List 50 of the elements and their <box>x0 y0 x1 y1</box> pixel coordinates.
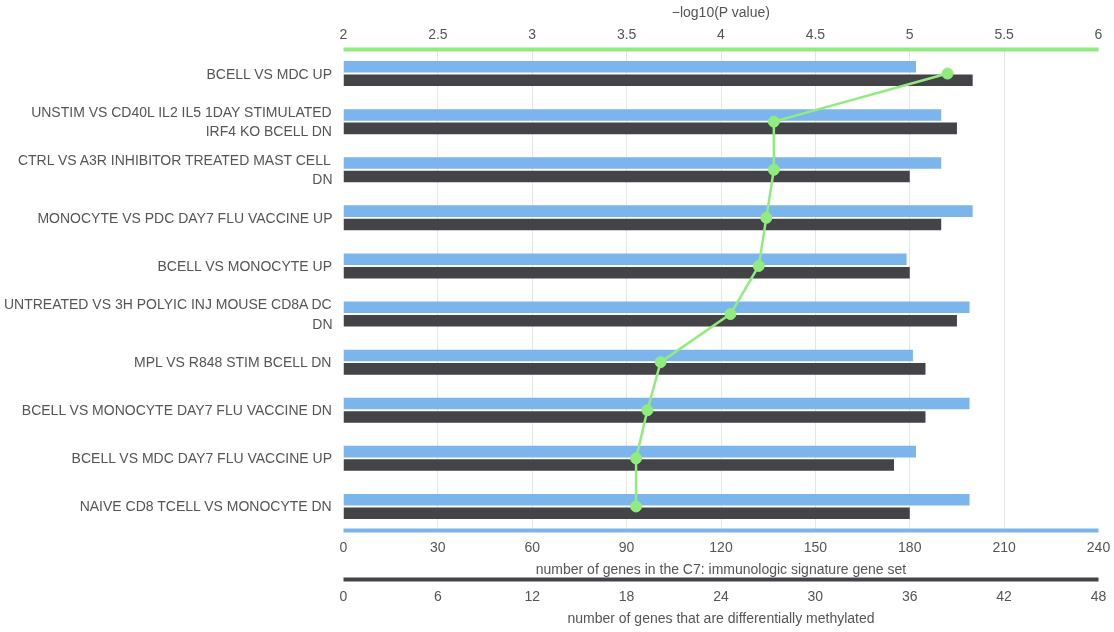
point <box>724 308 737 321</box>
x-tick-label: 48 <box>1090 587 1107 604</box>
x-axis-title: number of genes that are differentially methylated <box>567 609 875 626</box>
point <box>630 500 643 513</box>
y-tick-label: CTRL VS A3R INHIBITOR TREATED MAST CELL DN <box>17 152 333 188</box>
x-tick-label: 180 <box>898 538 922 555</box>
point <box>752 259 765 272</box>
x-axis-title: number of genes in the C7: immunologic signature gene set <box>535 560 907 577</box>
x2-axis-title: −log10(P value) <box>671 3 770 20</box>
y-tick-label: MONOCYTE VS PDC DAY7 FLU VACCINE UP <box>37 209 333 226</box>
x2-tick-label: 4 <box>717 25 726 42</box>
x-tick-label: 120 <box>709 538 733 555</box>
y-tick-label: UNTREATED VS 3H POLYIC INJ MOUSE CD8A DC DN <box>3 296 333 332</box>
x-tick-label: 30 <box>807 587 824 604</box>
x2-tick-label: 2.5 <box>428 25 448 42</box>
x-tick-label: 210 <box>992 538 1017 555</box>
x-tick-label: 60 <box>524 538 541 555</box>
point <box>767 163 780 176</box>
x-tick-label: 6 <box>433 587 442 604</box>
y-tick-label: BCELL VS MDC UP <box>206 65 332 82</box>
point <box>630 452 643 465</box>
x2-tick-label: 2 <box>339 25 348 42</box>
x-tick-label: 24 <box>713 587 729 604</box>
point <box>760 211 773 224</box>
x2-tick-label: 3 <box>528 25 537 42</box>
x-tick-label: 30 <box>430 538 446 555</box>
point <box>641 404 654 417</box>
x-tick-label: 36 <box>901 587 918 604</box>
x-tick-label: 150 <box>803 538 828 555</box>
y-tick-label: UNSTIM VS CD40L IL2 IL5 1DAY STIMULATED IRF4 KO BCELL DN <box>31 104 332 140</box>
x2-tick-label: 4.5 <box>805 25 826 42</box>
x-tick-label: 18 <box>618 587 635 604</box>
point <box>767 115 780 128</box>
x-tick-label: 42 <box>996 587 1013 604</box>
x-tick-label: 12 <box>524 587 541 604</box>
y-tick-label: BCELL VS MONOCYTE DAY7 FLU VACCINE DN <box>21 402 332 419</box>
point <box>654 356 667 369</box>
y-tick-label: MPL VS R848 STIM BCELL DN <box>134 354 332 371</box>
x2-tick-label: 5 <box>905 25 914 42</box>
y-tick-label: BCELL VS MDC DAY7 FLU VACCINE UP <box>71 450 332 467</box>
x-tick-label: 90 <box>618 538 635 555</box>
y-tick-label: NAIVE CD8 TCELL VS MONOCYTE DN <box>79 498 332 515</box>
y-tick-label: BCELL VS MONOCYTE UP <box>157 257 332 274</box>
x-tick-label: 240 <box>1086 538 1111 555</box>
x2-tick-label: 6 <box>1094 25 1103 42</box>
x2-tick-label: 3.5 <box>616 25 637 42</box>
x-tick-label: 0 <box>339 538 348 555</box>
point <box>941 67 954 80</box>
x2-tick-label: 5.5 <box>994 25 1015 42</box>
x-tick-label: 0 <box>339 587 348 604</box>
